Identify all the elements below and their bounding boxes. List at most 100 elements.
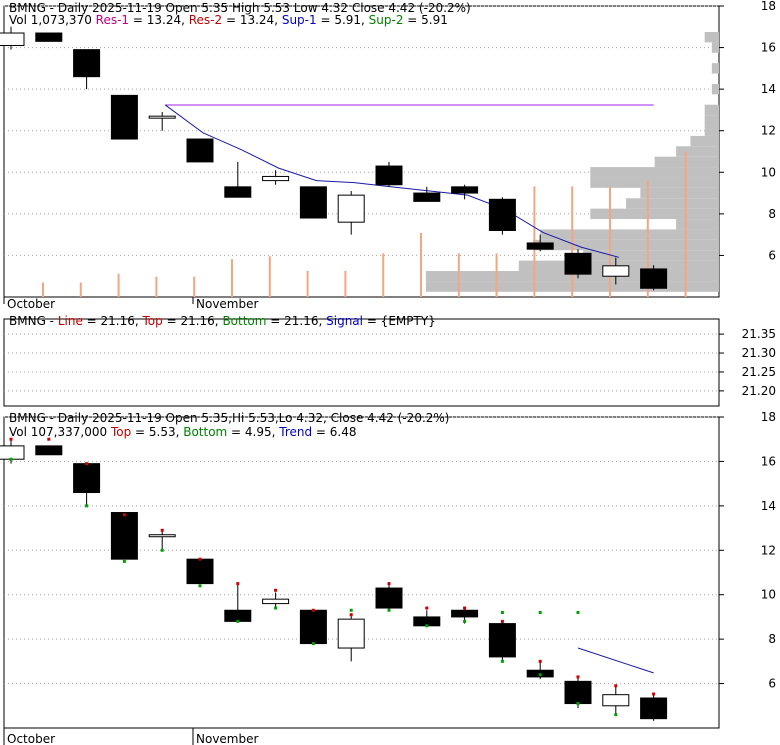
trend-y-tick-label: 14 (761, 499, 776, 513)
trend-label: Trend (278, 425, 312, 439)
price-panel-title: BMNG - Daily 2025-11-19 Open 5.35 High 5… (9, 1, 471, 15)
volume-bar (684, 151, 687, 297)
bottom-value-2: = 4.95, (227, 425, 279, 439)
trend-candle-body (299, 609, 327, 645)
top-marker (614, 684, 618, 688)
bottom-marker (349, 608, 353, 612)
bottom-label-2: Bottom (183, 425, 227, 439)
volume-bar (268, 256, 271, 297)
price-y-tick-label: 14 (761, 82, 776, 96)
floating-marker (500, 610, 504, 614)
volume-profile-bar (704, 125, 719, 136)
top-marker (576, 675, 580, 679)
price-candle-body (262, 175, 290, 182)
volume-profile-bar (626, 198, 719, 209)
signal-label: Signal (326, 314, 363, 328)
res2-label: Res-2 (189, 13, 222, 27)
bottom-marker (122, 559, 126, 563)
trend-candle-body (186, 558, 214, 585)
price-candle-body (148, 115, 176, 119)
volume-profile-bar (533, 239, 719, 251)
trend-candle-body (35, 445, 63, 456)
bottom-marker (198, 584, 202, 588)
indicator-y-tick-label: 21.35 (742, 327, 776, 341)
volume-readout-2: Vol 107,337,000 (9, 425, 111, 439)
bottom-label: Bottom (222, 314, 266, 328)
top-marker (198, 557, 202, 561)
volume-bar (344, 270, 347, 297)
price-candle-body (224, 186, 252, 198)
trend-value: = 6.48 (312, 425, 356, 439)
top-label-2: Top (110, 425, 131, 439)
price-y-tick-label: 12 (761, 124, 776, 138)
volume-bar (457, 253, 460, 297)
volume-bars (42, 151, 687, 297)
price-candle-body (186, 138, 214, 163)
bottom-marker (614, 713, 618, 717)
bottom-marker (576, 702, 580, 706)
trend-candle-body (148, 534, 176, 538)
trend-y-tick-label: 16 (761, 454, 776, 468)
trend-y-tick-label: 8 (768, 632, 776, 646)
top-marker (463, 606, 467, 610)
price-candle-body (564, 252, 592, 275)
trend-candle-body (73, 463, 101, 494)
top-marker (122, 513, 126, 517)
volume-profile-bar (711, 63, 719, 74)
volume-bar (155, 276, 158, 297)
indicator-y-tick-label: 21.30 (742, 346, 776, 360)
volume-profile-bar (690, 135, 719, 147)
line-label: Line (58, 314, 83, 328)
volume-profile-bar (676, 219, 719, 230)
bottom-marker (463, 619, 467, 623)
top-marker (160, 528, 164, 532)
price-candle-body (375, 165, 403, 186)
indicator-title-prefix: BMNG - (9, 314, 58, 328)
trend-candle-body (640, 697, 668, 720)
indicator-panel: 21.20 21.25 21.30 21.35 BMNG - Line = 21.16… (3, 314, 776, 407)
volume-profile-bar (583, 250, 719, 261)
trend-panel-legend: Vol 107,337,000 Top = 5.53, Bottom = 4.9… (9, 425, 357, 439)
volume-profile-bar (640, 187, 719, 199)
trend-candle-body (0, 445, 25, 460)
price-candle-body (602, 265, 630, 277)
bottom-marker (85, 504, 89, 508)
price-candle-body (488, 198, 516, 231)
price-y-axis: 6 8 10 12 14 16 18 (719, 0, 776, 262)
bottom-marker (538, 673, 542, 677)
price-candle-body (299, 186, 327, 219)
indicator-panel-title: BMNG - Line = 21.16, Top = 21.16, Bottom… (9, 314, 436, 328)
trend-line (577, 647, 654, 674)
price-candle-body (526, 242, 554, 250)
price-candle-body (337, 194, 365, 223)
trend-candle-body (488, 623, 516, 658)
trend-y-tick-label: 10 (761, 588, 776, 602)
volume-bar (193, 276, 196, 297)
indicator-y-tick-label: 21.25 (742, 365, 776, 379)
volume-bar (231, 259, 233, 297)
volume-profile-bar (590, 208, 719, 220)
top-marker (236, 582, 240, 586)
volume-profile-bar (704, 115, 719, 126)
price-y-tick-label: 18 (761, 0, 776, 13)
trend-candle-body (451, 609, 479, 618)
bottom-marker (160, 548, 164, 552)
volume-bar (420, 232, 422, 297)
trend-panel-frame (3, 416, 720, 729)
signal-value: = {EMPTY} (363, 314, 436, 328)
price-candle-body (35, 32, 63, 42)
volume-profile-bar (654, 156, 719, 168)
indicator-y-axis: 21.20 21.25 21.30 21.35 (719, 327, 776, 398)
price-y-tick-label: 16 (761, 41, 776, 55)
trend-y-tick-label: 12 (761, 543, 776, 557)
bottom-value: = 21.16, (266, 314, 326, 328)
top-marker (652, 692, 656, 696)
top-marker (47, 437, 51, 441)
price-candle-body (413, 192, 441, 202)
price-candle-body (0, 32, 25, 46)
x-label-october-2: October (7, 732, 55, 745)
price-y-tick-label: 8 (768, 207, 776, 221)
trend-candle-body (337, 618, 365, 649)
price-candle-body (640, 268, 668, 289)
